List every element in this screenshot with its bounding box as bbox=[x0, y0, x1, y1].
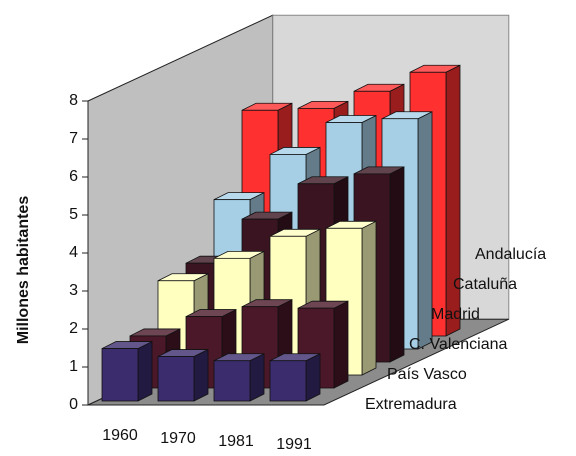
legend-label: C. Valenciana bbox=[409, 336, 508, 353]
y-tick-label: 2 bbox=[69, 320, 78, 337]
x-tick-label: 1981 bbox=[218, 433, 254, 450]
x-tick-label: 1991 bbox=[276, 436, 312, 453]
bar bbox=[101, 348, 139, 402]
legend-label: Cataluña bbox=[453, 276, 517, 293]
bar-side bbox=[249, 353, 265, 402]
bar-side bbox=[417, 111, 433, 350]
bar bbox=[157, 356, 195, 402]
y-tick-label: 3 bbox=[69, 282, 78, 299]
bar-side bbox=[193, 348, 209, 402]
y-tick-label: 0 bbox=[69, 396, 78, 413]
legend-label: Extremadura bbox=[365, 396, 457, 413]
y-tick-label: 6 bbox=[69, 168, 78, 185]
bar bbox=[269, 360, 307, 402]
bar-side bbox=[333, 300, 349, 389]
bar-side bbox=[361, 220, 377, 376]
y-tick-label: 7 bbox=[69, 130, 78, 147]
x-tick-label: 1960 bbox=[102, 427, 138, 444]
x-tick-label: 1970 bbox=[160, 430, 196, 447]
legend-label: País Vasco bbox=[387, 366, 467, 383]
y-tick-label: 1 bbox=[69, 358, 78, 375]
bar-side bbox=[445, 64, 461, 337]
y-tick-label: 4 bbox=[69, 244, 78, 261]
y-tick-label: 5 bbox=[69, 206, 78, 223]
bar bbox=[213, 360, 251, 402]
bar-side bbox=[137, 340, 153, 402]
bar-side bbox=[389, 166, 405, 363]
bar-side bbox=[305, 353, 321, 402]
legend-label: Andalucía bbox=[475, 246, 546, 263]
legend-label: Madrid bbox=[431, 306, 480, 323]
y-axis-title: Millones habitantes bbox=[15, 196, 32, 345]
y-tick-label: 8 bbox=[69, 92, 78, 109]
